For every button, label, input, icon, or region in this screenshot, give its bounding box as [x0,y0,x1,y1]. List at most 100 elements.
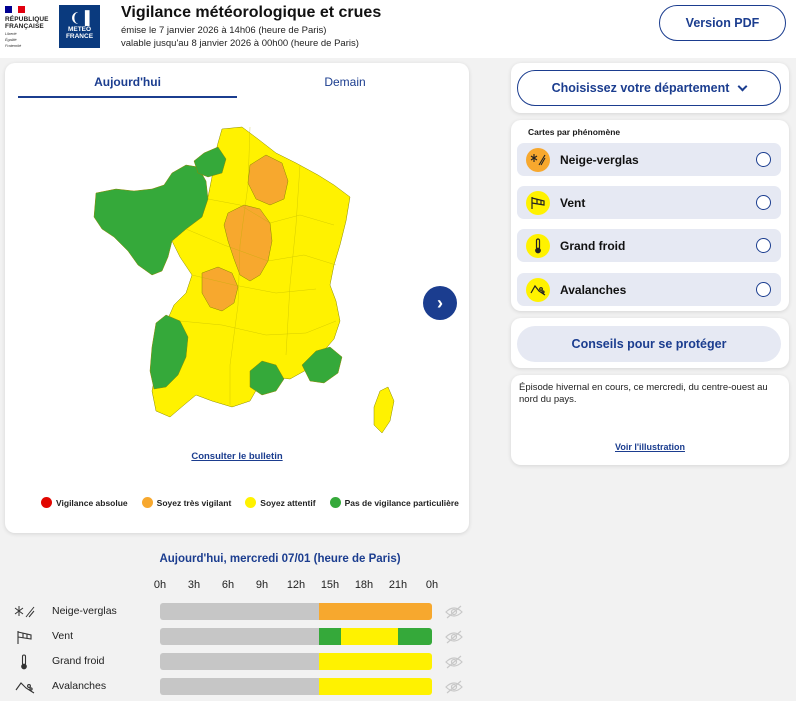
timeline-row-label: Neige-verglas [52,605,117,617]
snowflake-icon [526,147,550,172]
hour-label: 6h [221,579,235,591]
phenomenon-label: Vent [560,195,586,210]
legend-dot-yellow [245,497,257,508]
eye-off-icon[interactable] [445,680,463,694]
vigilance-map-card: Aujourd'hui Demain [5,63,469,533]
department-card: Choisissez votre département [511,63,789,113]
timeline-bar [160,678,432,695]
legend-label: Pas de vigilance particulière [344,497,459,508]
timeline-row: Grand froid [0,652,796,672]
eye-off-icon[interactable] [445,605,463,619]
department-select-button[interactable]: Choisissez votre département [517,70,781,106]
timeline-segment-yellow [318,678,432,695]
map-region-provence[interactable] [301,346,343,384]
phenomena-title: Cartes par phénomène [528,127,621,137]
phenomenon-cold[interactable]: Grand froid [517,229,781,262]
phenomenon-snow-ice[interactable]: Neige-verglas [517,143,781,176]
timeline-title: Aujourd'hui, mercredi 07/01 (heure de Pa… [159,553,401,565]
mf-text-2: FRANCE [65,33,94,40]
map-region-brittany[interactable] [93,164,209,276]
issued-date: émise le 7 janvier 2026 à 14h06 (heure d… [121,25,327,36]
meteo-france-mark-icon: ❨▐ [69,10,90,25]
illustration-link[interactable]: Voir l'illustration [615,442,685,452]
map-region-limousin[interactable] [201,266,239,312]
timeline-segment-past [160,653,319,670]
legend-item-absolute: Vigilance absolue [41,497,128,508]
timeline-segment-green [397,628,432,645]
map-region-champagne[interactable] [247,154,289,206]
timeline-segment-green [318,628,342,645]
hour-label: 18h [354,579,374,591]
valid-date: valable jusqu'au 8 janvier 2026 à 00h00 … [121,38,359,49]
snowflake-icon [14,604,36,620]
phenomenon-label: Neige-verglas [560,152,639,167]
timeline-row: Neige-verglas [0,602,796,622]
timeline-segment-orange [318,603,432,620]
timeline-bar [160,653,432,670]
map-region-aquitaine[interactable] [149,314,189,390]
timeline-hours: 0h 3h 6h 9h 12h 15h 18h 21h 0h [0,579,796,593]
hour-label: 3h [187,579,201,591]
phenomena-card: Cartes par phénomène Neige-verglas Vent … [511,120,789,311]
republique-francaise-logo[interactable]: RÉPUBLIQUE FRANÇAISE Liberté Égalité Fra… [5,6,51,49]
tab-tomorrow[interactable]: Demain [324,75,366,89]
description-card: Épisode hivernal en cours, ce mercredi, … [511,375,789,465]
advice-card: Conseils pour se protéger [511,318,789,368]
phenomenon-label: Grand froid [560,238,626,253]
map-region-normandy[interactable] [193,146,227,178]
rf-motto-2: Égalité [5,38,17,43]
phenomenon-radio[interactable] [756,282,771,297]
phenomenon-wind[interactable]: Vent [517,186,781,219]
hour-label: 0h [425,579,439,591]
timeline-segment-past [160,603,319,620]
hour-label: 12h [286,579,306,591]
hour-label: 21h [388,579,408,591]
avalanche-icon [526,277,550,302]
phenomenon-avalanche[interactable]: Avalanches [517,273,781,306]
phenomenon-radio[interactable] [756,238,771,253]
timeline-bar [160,628,432,645]
tab-today[interactable]: Aujourd'hui [18,75,237,98]
legend-dot-orange [141,497,153,508]
thermometer-icon [526,233,550,258]
wind-icon [14,629,36,645]
mf-text-1: METEO [67,26,92,33]
timeline-segment-yellow [341,628,398,645]
legend-dot-green [329,497,341,508]
legend-item-attentive: Soyez attentif [245,497,316,508]
timeline-row-label: Grand froid [52,655,105,667]
rf-motto-1: Liberté [5,32,17,36]
legend-item-no-vigilance: Pas de vigilance particulière [329,497,459,508]
situation-description: Épisode hivernal en cours, ce mercredi, … [519,382,768,405]
page-title: Vigilance météorologique et crues [121,4,382,21]
department-select-label: Choisissez votre département [551,81,730,95]
chevron-down-icon [737,81,748,91]
bulletin-link[interactable]: Consulter le bulletin [191,451,283,462]
timeline-row-label: Vent [52,630,74,642]
thermometer-icon [14,654,36,670]
timeline-row: Vent [0,627,796,647]
protection-advice-button[interactable]: Conseils pour se protéger [517,326,781,362]
france-vigilance-map[interactable] [90,125,400,435]
timeline-segment-past [160,628,319,645]
rf-name-line1: RÉPUBLIQUE [5,16,49,23]
legend-label: Soyez très vigilant [156,497,232,508]
legend-label: Vigilance absolue [56,497,128,508]
map-region-centre[interactable] [223,204,273,282]
pdf-version-button[interactable]: Version PDF [659,5,786,41]
eye-off-icon[interactable] [445,655,463,669]
timeline-row-label: Avalanches [52,680,107,692]
french-flag-icon [5,6,26,13]
avalanche-icon [14,679,36,695]
eye-off-icon[interactable] [445,630,463,644]
timeline-row: Avalanches [0,677,796,697]
phenomenon-radio[interactable] [756,195,771,210]
map-region-corsica[interactable] [373,386,395,434]
phenomenon-radio[interactable] [756,152,771,167]
legend-item-very-vigilant: Soyez très vigilant [141,497,232,508]
hour-label: 0h [153,579,167,591]
phenomenon-label: Avalanches [560,282,627,297]
map-region-occitanie[interactable] [249,360,285,396]
meteo-france-logo[interactable]: ❨▐ METEO FRANCE [59,5,100,48]
next-day-button[interactable]: › [423,286,457,320]
